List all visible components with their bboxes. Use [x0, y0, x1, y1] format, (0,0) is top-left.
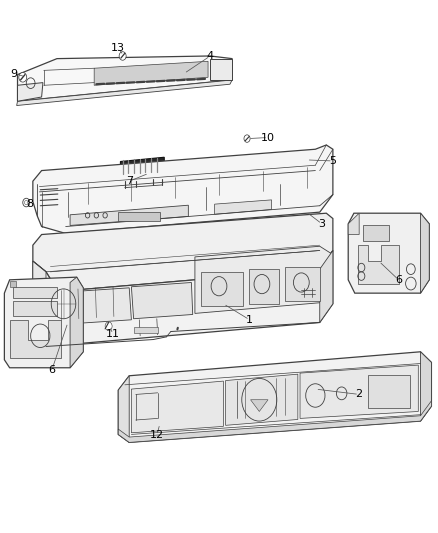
Polygon shape [49, 288, 131, 325]
Polygon shape [118, 376, 129, 442]
Polygon shape [358, 245, 399, 284]
Bar [134, 327, 158, 333]
Polygon shape [118, 352, 431, 442]
Text: 2: 2 [356, 390, 363, 399]
Circle shape [105, 322, 112, 330]
Polygon shape [195, 246, 331, 313]
Text: 4: 4 [207, 51, 214, 61]
Polygon shape [10, 320, 61, 358]
Bar [249, 269, 279, 304]
Circle shape [119, 52, 126, 60]
Circle shape [19, 72, 27, 82]
Text: 10: 10 [261, 133, 275, 142]
Polygon shape [131, 282, 193, 319]
Bar [13, 301, 57, 316]
Polygon shape [368, 227, 376, 237]
Text: 9: 9 [11, 69, 18, 78]
Polygon shape [33, 145, 333, 233]
Polygon shape [33, 251, 333, 346]
Text: 6: 6 [48, 366, 55, 375]
Polygon shape [420, 213, 429, 293]
Text: 1: 1 [246, 315, 253, 325]
Text: 6: 6 [395, 275, 402, 285]
Text: 5: 5 [329, 156, 336, 166]
Text: 12: 12 [150, 431, 164, 440]
Polygon shape [18, 83, 43, 101]
Text: 8: 8 [26, 199, 33, 208]
Polygon shape [348, 213, 429, 293]
Polygon shape [94, 61, 208, 85]
Text: 7: 7 [126, 176, 133, 186]
Bar [13, 287, 57, 298]
Bar [363, 225, 389, 241]
Polygon shape [215, 200, 272, 214]
Text: 11: 11 [106, 329, 120, 339]
Bar [10, 281, 16, 287]
Polygon shape [17, 80, 232, 106]
Polygon shape [70, 205, 188, 225]
Polygon shape [120, 157, 164, 175]
Polygon shape [18, 56, 232, 101]
Polygon shape [33, 261, 46, 346]
Polygon shape [226, 374, 298, 425]
Polygon shape [33, 213, 333, 290]
Bar [368, 375, 410, 408]
Text: 3: 3 [318, 219, 325, 229]
Bar [201, 272, 243, 306]
Polygon shape [118, 401, 431, 442]
Polygon shape [131, 381, 223, 433]
Polygon shape [348, 213, 359, 235]
Polygon shape [70, 277, 83, 368]
Polygon shape [300, 365, 418, 418]
Polygon shape [251, 400, 268, 411]
Polygon shape [210, 59, 232, 80]
Bar [118, 212, 160, 221]
Polygon shape [4, 277, 83, 368]
Polygon shape [320, 251, 333, 322]
Polygon shape [420, 352, 431, 421]
Circle shape [25, 200, 28, 205]
Text: 13: 13 [111, 43, 125, 53]
Polygon shape [120, 171, 164, 181]
Circle shape [244, 135, 250, 142]
Bar [285, 266, 320, 301]
